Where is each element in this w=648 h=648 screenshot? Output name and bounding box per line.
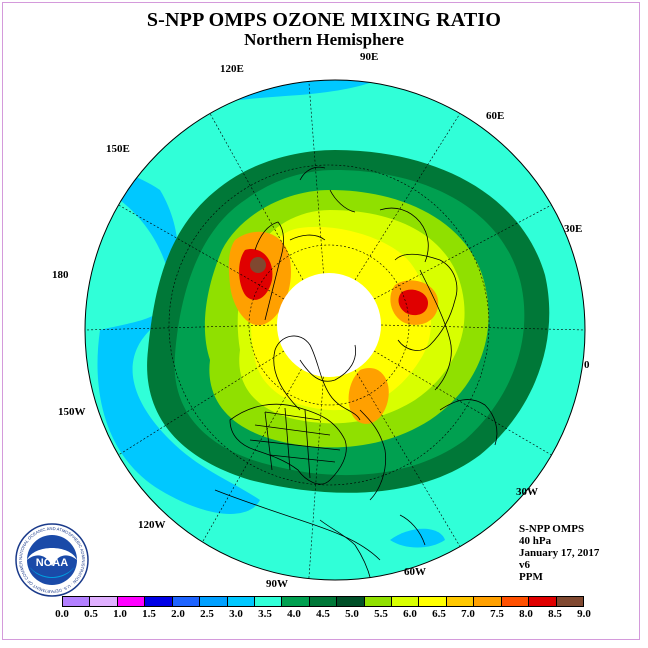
colorbar-tick-label: 9.0 [577,608,591,620]
colorbar-swatch [200,597,228,606]
colorbar-tick-label: 1.0 [113,608,127,620]
meridian-line [373,204,552,300]
colorbar-tick-label: 8.5 [548,608,562,620]
lon-label-180: 180 [52,269,69,281]
info-version: v6 [519,559,530,571]
meridian-line [354,113,461,281]
colorbar-tick-label: 2.0 [171,608,185,620]
colorbar-swatch [501,597,530,606]
info-product: S-NPP OMPS [519,523,585,535]
lon-label-30e: 30E [564,223,582,235]
colorbar-tick-label: 7.0 [461,608,475,620]
lon-label-60w: 60W [404,566,426,578]
map-boundary [84,79,586,581]
meridian-line [308,81,324,274]
low-ozone-region-west [85,168,260,514]
colorbar-swatch [556,597,584,606]
colorbar-tick-label: 4.5 [316,608,330,620]
meridian-line [84,324,278,331]
lon-label-90w: 90W [266,578,288,590]
ozone-peak-siberia [250,257,266,273]
info-level: 40 hPa [519,535,552,547]
polar-night-gap [277,273,381,377]
info-date: January 17, 2017 [519,547,600,559]
lon-label-90e: 90E [360,51,378,63]
noaa-logo: NOAA NATIONAL OCEANIC AND ATMOSPHERIC AD… [14,522,89,597]
noaa-logo-text: NOAA [36,557,68,569]
colorbar-tick-label: 8.0 [519,608,533,620]
colorbar-swatch [529,597,557,606]
colorbar-swatch [282,597,310,606]
lon-label-150e: 150E [106,143,130,155]
colorbar-tick-label: 6.5 [432,608,446,620]
graticule [168,164,490,486]
colorbar-swatch [90,597,118,606]
colorbar-swatch [392,597,420,606]
low-ozone-region-atlantic [390,528,445,548]
info-units: PPM [519,571,543,583]
colorbar-tick-label: 3.0 [229,608,243,620]
colorbar-swatch [446,597,475,606]
lon-label-120w: 120W [138,519,166,531]
colorbar-tick-label: 0.0 [55,608,69,620]
map-title: S-NPP OMPS OZONE MIXING RATIO [146,9,502,31]
meridian-line [118,350,285,456]
ozone-field [85,80,585,580]
lon-label-0: 0 [584,359,590,371]
colorbar-swatch [227,597,255,606]
ozone-high-atlantic [348,368,389,424]
colorbar-tick-label: 0.5 [84,608,98,620]
colorbar-tick-label: 7.5 [490,608,504,620]
colorbar [62,596,584,607]
colorbar-swatch [63,597,91,606]
colorbar-tick-label: 6.0 [403,608,417,620]
colorbar-labels: 0.0 0.5 1.0 1.5 2.0 2.5 3.0 3.5 4.0 4.5 5.0 5.5 6.0 6… [0,608,648,622]
lon-label-30w: 30W [516,486,538,498]
colorbar-swatch [254,597,283,606]
meridians [84,81,586,579]
ozone-max-europe [398,289,428,316]
frame-border [2,2,640,640]
colorbar-tick-label: 5.0 [345,608,359,620]
colorbar-tick-label: 4.0 [287,608,301,620]
info-block: S-NPP OMPS 40 hPa January 17, 2017 v6 PP… [519,523,599,583]
colorbar-swatch [364,597,393,606]
coastlines [214,166,498,580]
colorbar-swatch [337,597,365,606]
colorbar-swatch [145,597,173,606]
colorbar-tick-label: 2.5 [200,608,214,620]
lon-label-150w: 150W [58,406,86,418]
colorbar-swatch [117,597,146,606]
colorbar-swatch [474,597,502,606]
colorbar-swatch [309,597,338,606]
lon-label-60e: 60E [486,110,504,122]
map-subtitle: Northern Hemisphere [244,30,404,49]
meridian-line [202,368,302,543]
colorbar-tick-label: 1.5 [142,608,156,620]
lon-label-120e: 120E [220,63,244,75]
meridian-line [308,376,324,579]
colorbar-swatch [172,597,201,606]
colorbar-tick-label: 3.5 [258,608,272,620]
colorbar-tick-label: 5.5 [374,608,388,620]
colorbar-swatch [419,597,447,606]
